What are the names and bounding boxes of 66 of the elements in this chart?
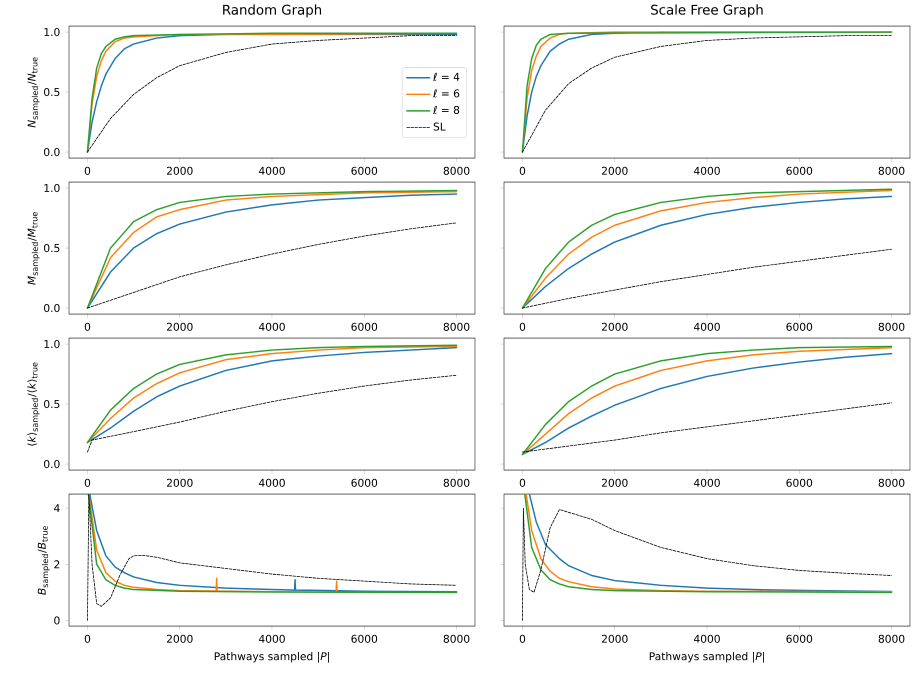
y-tick-label: 0.5 <box>44 400 60 408</box>
x-tick-label: 0 <box>84 166 90 175</box>
x-tick-label: 0 <box>520 166 526 175</box>
x-tick-label: 8000 <box>878 322 904 331</box>
x-tick-label: 0 <box>520 478 526 487</box>
legend-label: SL <box>434 122 446 131</box>
x-tick-label: 6000 <box>786 634 812 643</box>
x-tick-label: 0 <box>84 478 90 487</box>
x-tick-label: 2000 <box>166 322 193 331</box>
y-tick-label: 0.5 <box>44 88 60 96</box>
y-tick-label: 0.0 <box>44 460 60 468</box>
legend-label: ℓ = 4 <box>432 72 460 81</box>
x-tick-label: 8000 <box>444 322 470 331</box>
line-series <box>87 374 457 452</box>
y-axis-title: N$_{sampled}$/N$_{true}$ <box>28 57 40 128</box>
y-tick-label: 0.0 <box>44 304 60 312</box>
y-axis-title: M$_{sampled}$/M$_{true}$ <box>28 212 40 285</box>
x-tick-label: 4000 <box>694 634 720 643</box>
y-tick-label: 0.5 <box>44 244 60 252</box>
x-tick-label: 8000 <box>878 634 904 643</box>
x-tick-label: 8000 <box>878 166 904 175</box>
y-tick-label: 1.0 <box>44 340 60 348</box>
x-tick-label: 8000 <box>444 166 470 175</box>
x-tick-label: 6000 <box>351 634 378 643</box>
x-tick-label: 6000 <box>786 322 812 331</box>
x-tick-label: 6000 <box>786 478 812 487</box>
x-tick-label: 6000 <box>351 478 378 487</box>
x-tick-label: 6000 <box>786 166 812 175</box>
y-tick-label: 0 <box>54 616 60 624</box>
x-tick-label: 8000 <box>444 634 470 643</box>
x-tick-label: 2000 <box>602 478 628 487</box>
x-tick-label: 2000 <box>602 322 628 331</box>
x-tick-label: 2000 <box>602 634 628 643</box>
x-tick-label: 0 <box>520 322 526 331</box>
x-tick-label: 4000 <box>258 478 285 487</box>
x-tick-label: 0 <box>84 322 90 331</box>
x-tick-label: 4000 <box>258 166 285 175</box>
x-tick-label: 6000 <box>351 166 378 175</box>
x-tick-label: 4000 <box>694 166 720 175</box>
x-tick-label: 2000 <box>166 478 193 487</box>
x-tick-label: 4000 <box>694 478 720 487</box>
x-tick-label: 2000 <box>166 634 193 643</box>
y-tick-label: 2 <box>54 560 60 568</box>
x-tick-label: 2000 <box>166 166 193 175</box>
x-tick-label: 4000 <box>258 322 285 331</box>
y-tick-label: 4 <box>54 504 60 512</box>
x-tick-label: 4000 <box>258 634 285 643</box>
x-tick-label: 6000 <box>351 322 378 331</box>
y-tick-label: 0.0 <box>44 148 60 156</box>
x-axis-title: Pathways sampled |P| <box>214 652 329 663</box>
y-axis-title: B$_{sampled}$/B$_{true}$ <box>38 526 50 595</box>
x-tick-label: 0 <box>84 634 90 643</box>
x-axis-title: Pathways sampled |P| <box>650 652 764 663</box>
chart-title: Random Graph <box>223 4 322 18</box>
x-tick-label: 8000 <box>878 478 904 487</box>
legend-label: ℓ = 8 <box>432 106 460 114</box>
y-tick-label: 1.0 <box>44 184 60 192</box>
x-tick-label: 2000 <box>602 166 628 175</box>
chart-title: Scale Free Graph <box>651 4 763 18</box>
x-tick-label: 8000 <box>444 478 470 487</box>
y-tick-label: 1.0 <box>44 28 60 36</box>
legend-label: ℓ = 6 <box>432 89 460 98</box>
line-series <box>87 222 457 308</box>
y-axis-title: ⟨k⟩$_{sampled}$/⟨k⟩$_{true}$ <box>27 362 40 446</box>
x-tick-label: 4000 <box>694 322 720 331</box>
x-tick-label: 0 <box>520 634 526 643</box>
